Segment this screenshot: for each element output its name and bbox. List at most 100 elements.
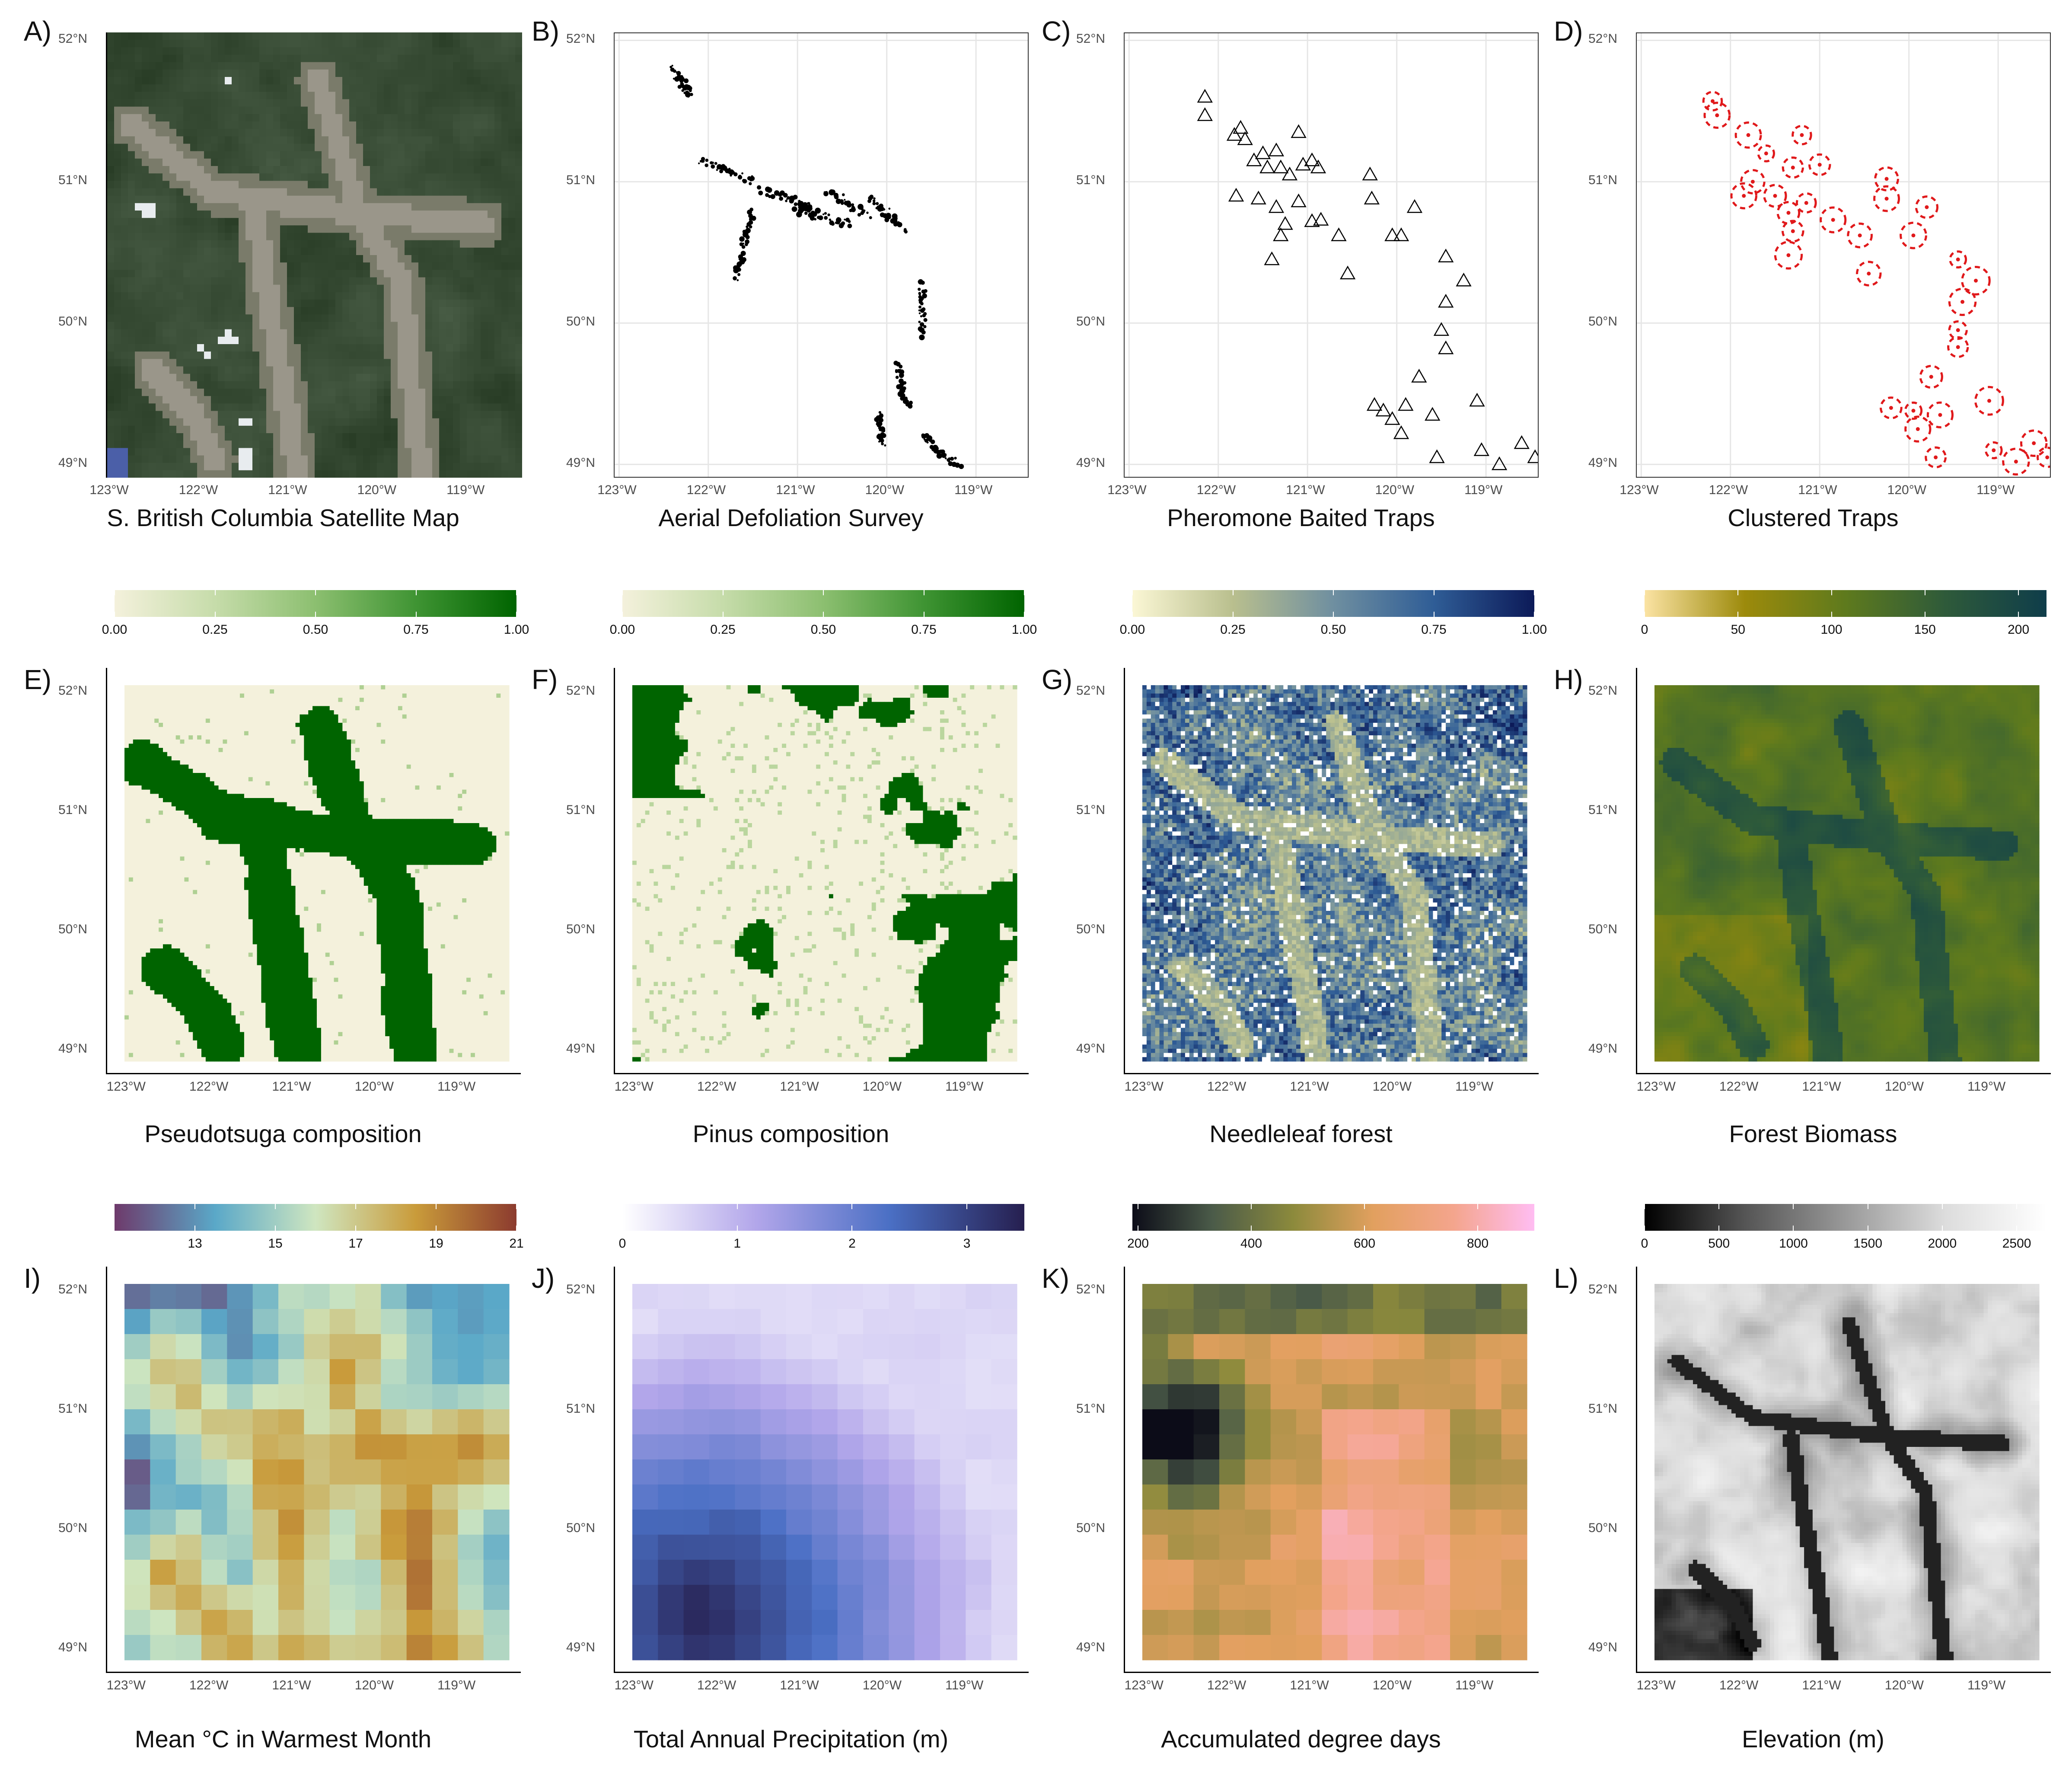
panel-letter: A)	[24, 15, 51, 47]
defoliation-patch	[879, 411, 881, 414]
lon-tick-label: 122°W	[697, 1079, 736, 1094]
colorbar-tick	[851, 1204, 852, 1209]
trap-marker	[1457, 274, 1471, 286]
colorbar-label: 50	[1731, 623, 1745, 637]
defoliation-patch	[867, 199, 871, 203]
cluster-center	[1916, 427, 1920, 431]
defoliation-patch	[884, 444, 886, 447]
lon-tick-label: 120°W	[1373, 1678, 1412, 1693]
colorbar-tick	[275, 1204, 276, 1209]
colorbar-label: 0.50	[1321, 623, 1346, 637]
lon-tick-label: 123°W	[1637, 1079, 1676, 1094]
map-frame	[1124, 32, 1539, 478]
colorbar-tick	[1364, 1204, 1365, 1209]
defoliation-patch	[920, 315, 922, 317]
panel-letter: H)	[1554, 664, 1583, 696]
map-canvas	[1637, 1267, 2052, 1673]
lat-tick-label: 50°N	[1076, 314, 1105, 329]
lon-tick-label: 122°W	[189, 1079, 228, 1094]
defoliation-patch	[804, 212, 808, 215]
map-canvas	[107, 668, 522, 1074]
defoliation-patch	[701, 157, 705, 161]
map-canvas	[107, 32, 522, 478]
map-frame	[1124, 1267, 1539, 1673]
colorbar-tick	[851, 1226, 852, 1231]
colorbar-tick	[622, 1226, 623, 1231]
colorbar-label: 800	[1467, 1236, 1489, 1251]
colorbar-tick	[1477, 1226, 1478, 1231]
satellite-image	[107, 32, 522, 478]
map-frame	[1124, 668, 1539, 1074]
lon-tick-label: 119°W	[1976, 483, 2015, 498]
lat-tick-label: 51°N	[1076, 173, 1105, 188]
panel-caption: Pheromone Baited Traps	[1063, 504, 1539, 532]
trap-marker	[1260, 161, 1274, 173]
lon-tick-label: 119°W	[1967, 1678, 2005, 1693]
lat-tick-label: 51°N	[1588, 803, 1617, 817]
defoliation-patch	[923, 325, 926, 328]
lat-tick-label: 52°N	[566, 1282, 595, 1297]
lon-tick-label: 120°W	[1885, 1678, 1924, 1693]
colorbar-label: 500	[1708, 1236, 1730, 1251]
colorbar-tick	[215, 590, 216, 595]
defoliation-patch	[924, 438, 926, 441]
lat-tick-label: 49°N	[58, 1640, 87, 1655]
colorbar-label: 0	[619, 1236, 626, 1251]
defoliation-patch	[768, 188, 772, 192]
trap-marker	[1265, 252, 1279, 265]
defoliation-patch	[918, 288, 921, 291]
trap-marker	[1430, 450, 1444, 463]
lat-tick-label: 50°N	[58, 314, 87, 329]
defoliation-patch	[879, 437, 883, 441]
trap-marker	[1365, 192, 1379, 204]
colorbar-tick	[622, 1204, 623, 1209]
defoliation-patch	[844, 219, 845, 220]
panel-letter: I)	[24, 1262, 41, 1294]
colorbar-label: 1500	[1853, 1236, 1882, 1251]
lat-tick-label: 51°N	[1076, 1401, 1105, 1416]
defoliation-patch	[959, 464, 964, 469]
panel-caption: Accumulated degree days	[1063, 1725, 1539, 1753]
defoliation-patch	[750, 176, 755, 181]
colorbar-label: 1	[733, 1236, 741, 1251]
colorbar-tick	[416, 590, 417, 595]
defoliation-patch	[789, 195, 795, 201]
lon-tick-label: 119°W	[437, 1079, 475, 1094]
defoliation-patch	[921, 434, 924, 437]
defoliation-patches	[669, 65, 964, 469]
lon-tick-label: 122°W	[697, 1678, 736, 1693]
defoliation-patch	[954, 457, 956, 460]
lon-tick-label: 121°W	[272, 1079, 311, 1094]
defoliation-patch	[950, 457, 954, 461]
map-frame	[614, 1267, 1029, 1673]
defoliation-patch	[795, 202, 797, 204]
colorbar-tick	[516, 612, 517, 617]
lon-tick-label: 119°W	[945, 1678, 983, 1693]
colorbar-tick	[1534, 612, 1535, 617]
colorbar-tick	[114, 590, 115, 595]
colorbar-tick	[2016, 1204, 2017, 1209]
panel-letter: L)	[1554, 1262, 1578, 1294]
colorbar-tick	[1644, 1226, 1645, 1231]
cluster-center	[1987, 399, 1991, 403]
lon-tick-label: 123°W	[1125, 1678, 1164, 1693]
map-frame	[1636, 1267, 2051, 1673]
colorbar-label: 1.00	[504, 623, 529, 637]
lon-tick-label: 120°W	[1373, 1079, 1412, 1094]
defoliation-patch	[895, 370, 898, 373]
panel-caption: Mean °C in Warmest Month	[45, 1725, 521, 1753]
colorbar	[1645, 590, 2046, 617]
colorbar-tick	[723, 612, 724, 617]
colorbar-label: 0.50	[303, 623, 328, 637]
lat-tick-label: 49°N	[1588, 1640, 1617, 1655]
lat-tick-label: 49°N	[58, 1041, 87, 1056]
lon-tick-label: 122°W	[1207, 1678, 1246, 1693]
panel-letter: K)	[1042, 1262, 1069, 1294]
lat-tick-label: 49°N	[1588, 1041, 1617, 1056]
colorbar-tick	[1333, 612, 1334, 617]
raster-cells	[1142, 1284, 1527, 1660]
trap-marker	[1229, 189, 1243, 201]
defoliation-patch	[892, 216, 897, 221]
defoliation-patch	[922, 294, 927, 299]
colorbar-tick	[194, 1204, 195, 1209]
